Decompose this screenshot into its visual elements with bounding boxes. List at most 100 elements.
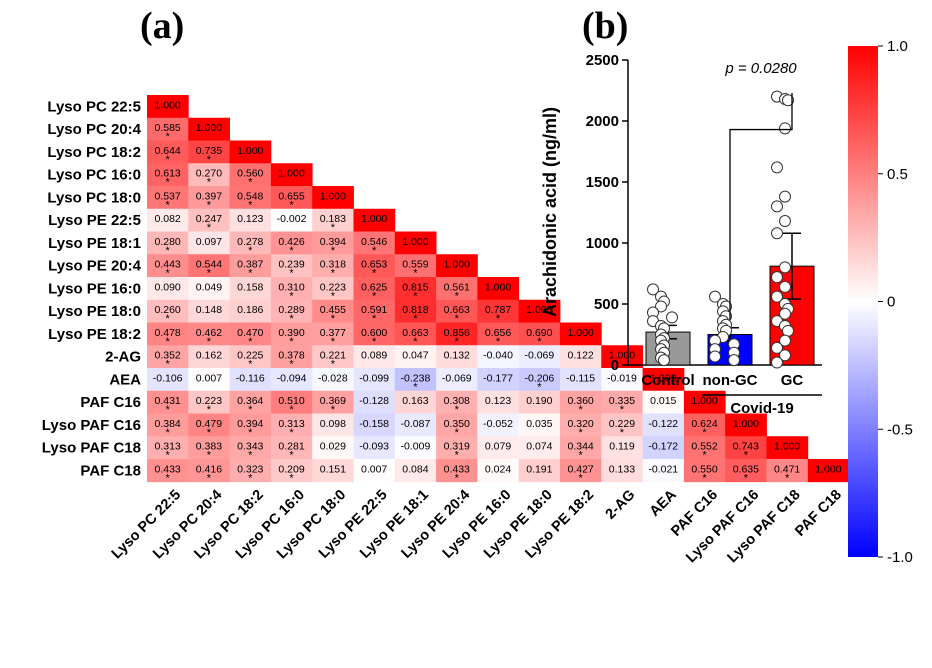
colorbar-tick-label: 0.5 (887, 166, 908, 183)
significance-star: * (166, 199, 171, 211)
significance-star: * (413, 381, 418, 393)
heatmap-cell (642, 413, 685, 437)
cell-value: 0.369 (320, 395, 346, 407)
heatmap-cell (312, 254, 354, 278)
cell-value: 0.550 (691, 463, 717, 475)
heatmap-cell (766, 436, 809, 460)
cell-value: 0.478 (155, 327, 181, 339)
colorbar-tick-label: -1.0 (887, 549, 913, 566)
heatmap-cell (560, 322, 602, 346)
cell-value: -0.021 (648, 463, 678, 475)
heatmap-cell (436, 254, 478, 278)
row-label: Lyso PE 18:1 (48, 235, 141, 252)
cell-value: 1.000 (485, 281, 511, 293)
cell-value: 0.591 (361, 304, 387, 316)
cell-value: 0.443 (155, 259, 181, 271)
heatmap-cell (683, 390, 726, 414)
cell-value: 0.644 (155, 145, 181, 157)
heatmap-cell (642, 459, 685, 483)
y-tick-label: 2500 (586, 52, 619, 69)
heatmap-cell (188, 436, 230, 460)
data-point (779, 280, 791, 293)
data-point (771, 290, 783, 303)
significance-star: * (289, 199, 294, 211)
heatmap-cell (312, 186, 354, 210)
cell-value: 0.029 (320, 441, 346, 453)
heatmap-cell (725, 459, 767, 483)
significance-bracket (729, 92, 793, 320)
data-point (771, 271, 783, 284)
cell-value: 1.000 (320, 190, 346, 202)
heatmap-cell (270, 368, 313, 392)
heatmap-cell (477, 436, 520, 460)
cell-value: 0.163 (402, 395, 428, 407)
heatmap-cell (394, 368, 437, 392)
cell-value: 0.007 (196, 372, 222, 384)
significance-star: * (413, 290, 418, 302)
y-tick-label: 1500 (586, 174, 619, 191)
cell-value: 0.278 (237, 236, 263, 248)
heatmap-cell (353, 254, 396, 278)
heatmap-cell (229, 186, 272, 210)
significance-star: * (166, 313, 171, 325)
cell-value: 0.364 (237, 395, 263, 407)
data-point (779, 190, 791, 203)
cell-value: 0.119 (609, 441, 635, 453)
heatmap-cell (807, 459, 850, 483)
cell-value: 0.548 (237, 190, 263, 202)
cell-value: 0.162 (196, 350, 222, 362)
cell-value: 1.000 (278, 168, 304, 180)
cell-value: 0.319 (444, 441, 470, 453)
heatmap-cell (353, 390, 396, 414)
heatmap-cell (477, 299, 520, 323)
heatmap-cell (394, 277, 437, 301)
colorbar-tick-label: 0 (887, 294, 895, 311)
cell-value: 0.247 (196, 213, 222, 225)
significance-star: * (166, 359, 171, 371)
heatmap-cell (353, 413, 396, 437)
significance-star: * (289, 450, 294, 462)
cell-value: 1.000 (361, 213, 387, 225)
cell-value: 0.559 (402, 259, 428, 271)
cell-value: 0.818 (402, 304, 428, 316)
heatmap-cell (601, 459, 643, 483)
heatmap-cell (188, 277, 230, 301)
heatmap-cell (312, 459, 354, 483)
heatmap-cell (229, 368, 272, 392)
significance-star: * (372, 268, 377, 280)
heatmap-cell (229, 299, 272, 323)
heatmap-cell (601, 390, 643, 414)
cell-value: 0.416 (196, 463, 222, 475)
cell-value: 0.082 (155, 213, 181, 225)
heatmap-cell (312, 436, 354, 460)
heatmap-cell (229, 231, 272, 255)
data-point (728, 354, 740, 367)
heatmap-cell (436, 322, 478, 346)
cell-value: -0.069 (524, 350, 554, 362)
cell-value: 0.427 (568, 463, 594, 475)
heatmap-cell (270, 231, 313, 255)
significance-star: * (455, 313, 460, 325)
row-label: Lyso PAF C16 (42, 417, 141, 434)
heatmap-cell (683, 413, 726, 437)
significance-star: * (248, 177, 253, 189)
significance-star: * (289, 427, 294, 439)
heatmap-cell (353, 322, 396, 346)
cell-value: 0.537 (155, 190, 181, 202)
heatmap-cell (270, 208, 313, 232)
row-label: Lyso PE 18:0 (48, 303, 141, 320)
heatmap-cell (229, 345, 272, 369)
heatmap-cell (188, 345, 230, 369)
cell-value: -0.116 (236, 372, 265, 384)
heatmap-cell (270, 254, 313, 278)
cell-value: -0.093 (359, 441, 389, 453)
cell-value: 0.239 (278, 259, 304, 271)
row-label: PAF C16 (80, 394, 141, 411)
cell-value: 0.313 (278, 418, 304, 430)
cell-value: 1.000 (774, 441, 800, 453)
heatmap-cell (518, 459, 561, 483)
heatmap-cell (147, 436, 189, 460)
cell-value: 0.225 (237, 350, 263, 362)
significance-star: * (455, 427, 460, 439)
heatmap-cell (642, 436, 685, 460)
